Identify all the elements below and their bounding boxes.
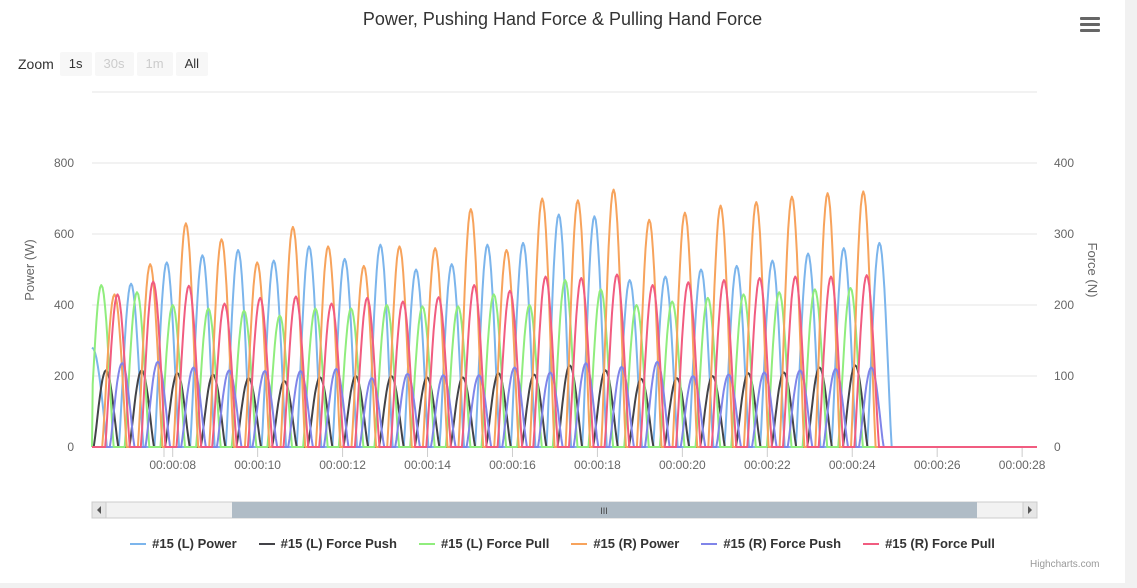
legend-line-icon [701,542,718,545]
highcharts-credit[interactable]: Highcharts.com [1030,559,1100,570]
chart-title: Power, Pushing Hand Force & Pulling Hand… [362,9,763,29]
legend-label: #15 (R) Force Pull [885,536,995,551]
scrollbar-thumb [232,502,977,518]
hamburger-menu-icon[interactable] [1077,14,1103,38]
x-tick-label: 00:00:20 [659,458,706,472]
series-line-1 [91,213,1037,448]
navigator-scrollbar[interactable]: III [91,501,1038,519]
y-axis-title: Power (W) [22,239,37,300]
y-tick-label: 0 [67,440,74,454]
zoom-label: Zoom [18,56,54,72]
legend-label: #15 (L) Power [152,536,237,551]
legend-label: #15 (L) Force Pull [440,536,550,551]
y2-axis-title: Force (N) [1085,243,1100,298]
y2-tick-label: 100 [1054,369,1074,383]
x-tick-label: 00:00:22 [744,458,791,472]
scrollbar-grip-icon: III [600,506,608,516]
y-tick-label: 400 [54,298,74,312]
x-tick-label: 00:00:26 [914,458,961,472]
zoom-1s-button[interactable]: 1s [59,52,92,76]
legend-label: #15 (R) Power [593,536,680,551]
legend: #15 (L) Power #15 (L) Force Push #15 (L) F… [0,536,1125,551]
x-tick-label: 00:00:08 [149,458,196,472]
zoom-selector: Zoom 1s 30s 1m All [18,52,211,76]
legend-item[interactable]: #15 (L) Force Pull [418,536,550,551]
legend-item[interactable]: #15 (R) Force Pull [863,536,995,551]
legend-item[interactable]: #15 (R) Force Push [701,536,841,551]
y-tick-label: 800 [54,156,74,170]
y2-tick-label: 0 [1054,440,1061,454]
series-group [91,188,1037,448]
x-tick-label: 00:00:18 [574,458,621,472]
x-tick-label: 00:00:16 [489,458,536,472]
x-tick-label: 00:00:24 [829,458,876,472]
zoom-1m-button[interactable]: 1m [136,52,173,76]
legend-line-icon [863,542,880,545]
zoom-all-button[interactable]: All [175,52,209,76]
legend-label: #15 (R) Force Push [723,536,842,551]
series-line-6 [92,273,1037,448]
scroll-left-arrow-icon [97,506,101,514]
y2-tick-label: 200 [1054,298,1074,312]
zoom-30s-button[interactable]: 30s [94,52,134,76]
legend-line-icon [418,542,435,545]
legend-line-icon [258,542,275,545]
axes: 0 200 400 600 800 0 100 200 300 400 Power (W) Force… [22,156,1100,472]
legend-line-icon [571,542,588,545]
x-tick-label: 00:00:10 [234,458,281,472]
legend-item[interactable]: #15 (R) Power [571,536,679,551]
legend-line-icon [130,542,147,545]
x-tick-label: 00:00:12 [319,458,366,472]
legend-item[interactable]: #15 (L) Force Push [258,536,397,551]
x-tick-label: 00:00:14 [404,458,451,472]
legend-label: #15 (L) Force Push [280,536,397,551]
y-tick-label: 200 [54,369,74,383]
y-tick-label: 600 [54,227,74,241]
x-tick-label: 00:00:28 [999,458,1046,472]
y2-tick-label: 300 [1054,227,1074,241]
y2-tick-label: 400 [1054,156,1074,170]
scroll-right-arrow-icon [1028,506,1032,514]
legend-item[interactable]: #15 (L) Power [130,536,237,551]
